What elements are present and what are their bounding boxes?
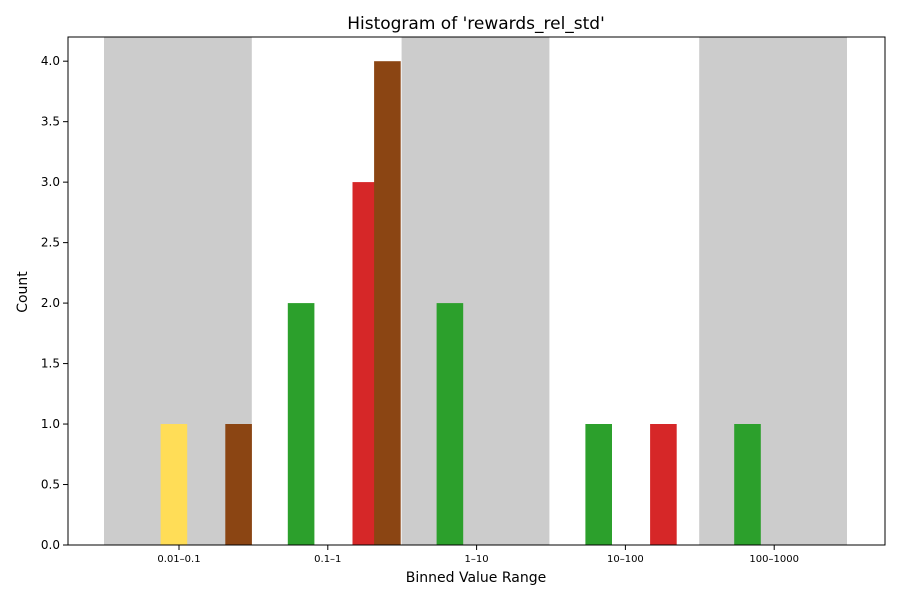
y-tick-label-5: 2.5: [41, 236, 60, 250]
x-tick-label-2: 1–10: [465, 554, 489, 565]
y-tick-label-4: 2.0: [41, 296, 60, 310]
x-tick-label-1: 0.1–1: [314, 554, 341, 565]
x-axis: 0.01–0.1 0.1–1 1–10 10–100 100–1000: [157, 545, 799, 565]
bar-0-4: [225, 424, 252, 545]
y-axis: 0.0 0.5 1.0 1.5 2.0 2.5 3.0 3.5 4.0: [41, 54, 68, 552]
y-tick-label-3: 1.5: [41, 357, 60, 371]
x-tick-label-0: 0.01–0.1: [157, 554, 200, 565]
bar-2-0: [436, 303, 464, 545]
bar-0-1: [160, 424, 188, 545]
chart-title: Histogram of 'rewards_rel_std': [347, 14, 605, 34]
y-tick-label-2: 1.0: [41, 417, 60, 431]
y-tick-label-6: 3.0: [41, 175, 60, 189]
bar-4-0: [734, 424, 761, 545]
bars-layer: [160, 61, 761, 545]
bar-3-0: [585, 424, 612, 545]
bar-1-0: [287, 303, 315, 545]
x-tick-label-3: 10–100: [607, 554, 644, 565]
y-tick-label-0: 0.0: [41, 538, 60, 552]
x-axis-label: Binned Value Range: [406, 570, 546, 586]
y-tick-label-7: 3.5: [41, 115, 60, 129]
bar-1-4: [374, 61, 401, 545]
x-tick-label-4: 100–1000: [749, 554, 799, 565]
y-tick-label-8: 4.0: [41, 54, 60, 68]
group-band-2: [401, 37, 550, 545]
bar-3-3: [650, 424, 677, 545]
group-band-4: [699, 37, 847, 545]
y-tick-label-1: 0.5: [41, 478, 60, 492]
y-axis-label: Count: [15, 271, 31, 313]
